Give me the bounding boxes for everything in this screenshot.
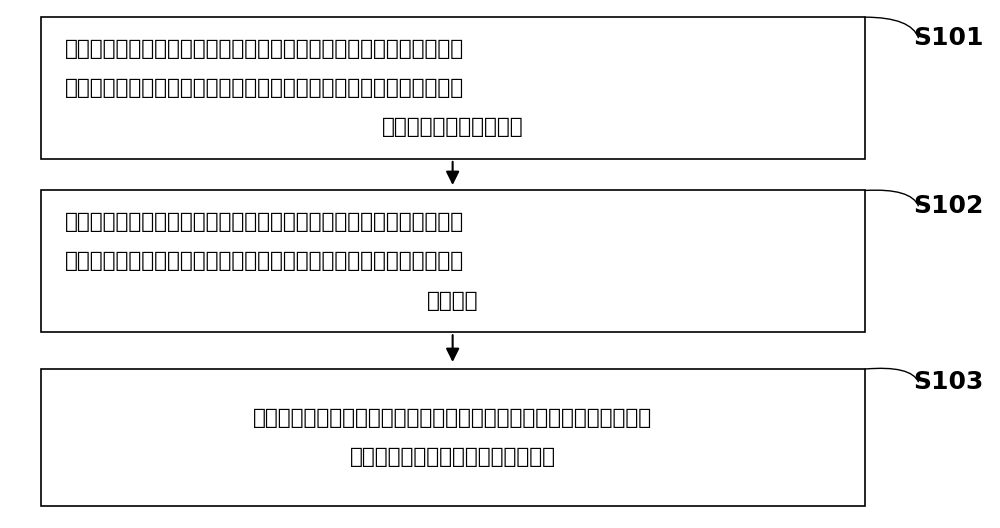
Text: 焚烧范围: 焚烧范围	[427, 291, 478, 311]
Bar	[41, 17, 865, 159]
Text: 物的种类在云服务器中提取对应种类废弃焚烧物的资料，将提取资料存: 物的种类在云服务器中提取对应种类废弃焚烧物的资料，将提取资料存	[65, 78, 464, 98]
Text: 和甲烷烟气量，计算甲烷的排放总量: 和甲烷烟气量，计算甲烷的排放总量	[350, 447, 556, 467]
Text: S103: S103	[914, 370, 984, 394]
Text: 储到控制系统的数据库中: 储到控制系统的数据库中	[382, 117, 523, 137]
Text: 者监控图像的信息接收的数据经过辐射校正和几何校正，获取焚烧物的: 者监控图像的信息接收的数据经过辐射校正和几何校正，获取焚烧物的	[65, 251, 464, 271]
Bar	[41, 369, 865, 506]
Bar	[41, 191, 865, 332]
Text: 通过查阅废弃物的来源和用途，获取废弃焚烧物的种类；根据废弃焚烧: 通过查阅废弃物的来源和用途，获取废弃焚烧物的种类；根据废弃焚烧	[65, 39, 464, 59]
Text: S101: S101	[914, 26, 984, 50]
Text: 根据获取到的焚烧物种类，得到焚烧物的甲烷排放因子、排放甲烷浓度: 根据获取到的焚烧物种类，得到焚烧物的甲烷排放因子、排放甲烷浓度	[253, 408, 652, 428]
Text: S102: S102	[914, 194, 984, 218]
Text: 获取实地考察、卫星图像或者监控图像的信息，对于获取的卫星图像或: 获取实地考察、卫星图像或者监控图像的信息，对于获取的卫星图像或	[65, 212, 464, 232]
